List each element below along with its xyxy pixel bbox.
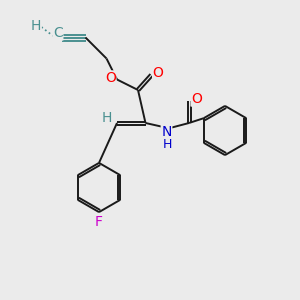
Text: C: C [53, 26, 63, 40]
Text: H: H [31, 19, 41, 32]
Text: O: O [153, 66, 164, 80]
Text: O: O [191, 92, 202, 106]
Text: N: N [161, 125, 172, 139]
Text: H: H [162, 138, 172, 152]
Text: H: H [101, 111, 112, 124]
Text: O: O [105, 71, 116, 85]
Text: F: F [95, 215, 103, 229]
